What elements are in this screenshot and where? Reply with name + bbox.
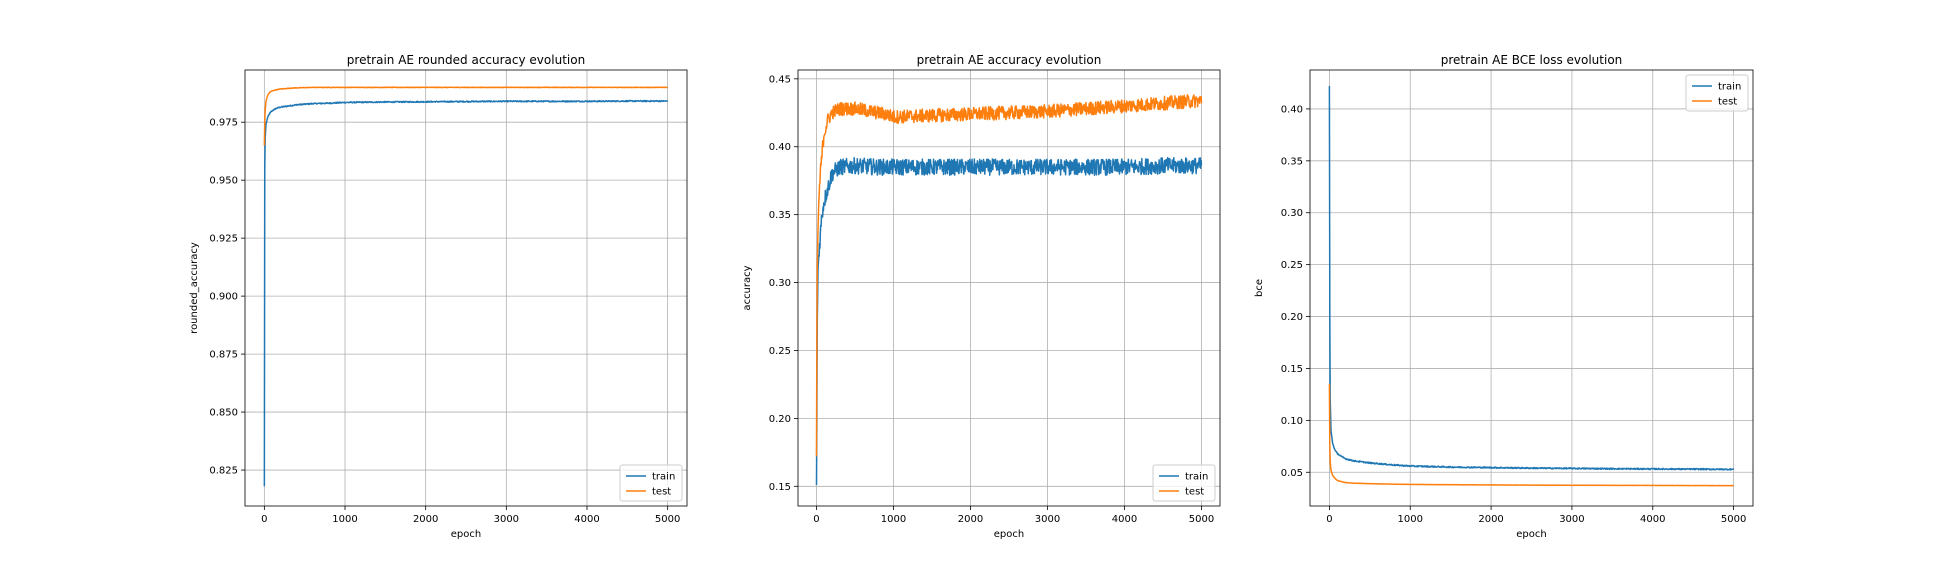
x-tick-label: 0 bbox=[261, 514, 267, 525]
y-tick-label: 0.45 bbox=[769, 74, 791, 85]
x-axis-label: epoch bbox=[451, 529, 481, 540]
x-tick-label: 3000 bbox=[494, 514, 519, 525]
x-tick-label: 0 bbox=[813, 514, 819, 525]
y-tick-label: 0.30 bbox=[1281, 208, 1303, 219]
x-axis-label: epoch bbox=[994, 529, 1024, 540]
y-tick-label: 0.30 bbox=[769, 278, 791, 289]
legend-box bbox=[619, 464, 683, 502]
chart-title: pretrain AE BCE loss evolution bbox=[1441, 53, 1623, 67]
y-axis-label: bce bbox=[1254, 279, 1265, 297]
series-line-train bbox=[1328, 86, 1735, 471]
y-tick-label: 0.875 bbox=[209, 350, 238, 361]
y-tick-label: 0.850 bbox=[209, 408, 238, 419]
x-tick-label: 4000 bbox=[1640, 514, 1665, 525]
y-tick-label: 0.20 bbox=[769, 414, 791, 425]
x-tick-label: 5000 bbox=[1189, 514, 1214, 525]
y-tick-label: 0.975 bbox=[209, 118, 238, 129]
series-line-train bbox=[263, 99, 669, 487]
y-tick-label: 0.40 bbox=[769, 142, 791, 153]
axes-frame bbox=[244, 69, 688, 507]
y-axis-label: rounded_accuracy bbox=[189, 242, 200, 334]
series-line-test bbox=[1328, 384, 1734, 487]
legend: train test bbox=[1685, 74, 1749, 112]
legend-label-test: test bbox=[1718, 97, 1737, 108]
y-tick-label: 0.40 bbox=[1281, 104, 1303, 115]
y-tick-label: 0.05 bbox=[1281, 468, 1303, 479]
y-tick-label: 0.10 bbox=[1281, 416, 1303, 427]
chart-3: 0 1000 2000 3000 4000 5000 0.05 0.10 0.15 0.20 0.2… bbox=[1254, 53, 1754, 540]
x-axis-label: epoch bbox=[1516, 529, 1546, 540]
legend-label-train: train bbox=[1185, 472, 1208, 483]
x-tick-label: 0 bbox=[1326, 514, 1332, 525]
legend-label-test: test bbox=[652, 487, 671, 498]
legend: train test bbox=[1152, 464, 1216, 502]
y-tick-label: 0.15 bbox=[1281, 364, 1303, 375]
chart-title: pretrain AE rounded accuracy evolution bbox=[347, 53, 585, 67]
y-tick-label: 0.25 bbox=[769, 346, 791, 357]
y-tick-label: 0.900 bbox=[209, 292, 238, 303]
axes-frame bbox=[1309, 69, 1754, 507]
legend-box bbox=[1152, 464, 1216, 502]
x-tick-label: 4000 bbox=[1112, 514, 1137, 525]
y-tick-label: 0.950 bbox=[209, 176, 238, 187]
y-tick-label: 0.35 bbox=[769, 210, 791, 221]
chart-2: 0 1000 2000 3000 4000 5000 0.15 0.20 0.25 0.30 0.3… bbox=[742, 53, 1221, 540]
x-tick-label: 1000 bbox=[881, 514, 906, 525]
x-tick-label: 3000 bbox=[1559, 514, 1584, 525]
chart-title: pretrain AE accuracy evolution bbox=[917, 53, 1102, 67]
legend-label-train: train bbox=[1718, 82, 1741, 93]
x-tick-label: 3000 bbox=[1035, 514, 1060, 525]
series-line-test bbox=[815, 94, 1203, 457]
legend: train test bbox=[619, 464, 683, 502]
y-axis-label: accuracy bbox=[742, 265, 753, 310]
legend-box bbox=[1685, 74, 1749, 112]
x-tick-label: 2000 bbox=[413, 514, 438, 525]
x-tick-label: 4000 bbox=[574, 514, 599, 525]
x-tick-label: 5000 bbox=[1721, 514, 1746, 525]
y-tick-label: 0.925 bbox=[209, 234, 238, 245]
series-line-test bbox=[263, 86, 668, 146]
series-line-train bbox=[815, 156, 1203, 485]
legend-label-test: test bbox=[1185, 487, 1204, 498]
y-tick-label: 0.35 bbox=[1281, 156, 1303, 167]
legend-label-train: train bbox=[652, 472, 675, 483]
x-tick-label: 1000 bbox=[332, 514, 357, 525]
y-tick-label: 0.20 bbox=[1281, 312, 1303, 323]
x-tick-label: 2000 bbox=[1478, 514, 1503, 525]
y-tick-label: 0.15 bbox=[769, 482, 791, 493]
y-tick-label: 0.25 bbox=[1281, 260, 1303, 271]
chart-1: 0 1000 2000 3000 4000 5000 0.825 0.850 0.875 0.90… bbox=[189, 53, 688, 540]
x-tick-label: 1000 bbox=[1398, 514, 1423, 525]
x-tick-label: 5000 bbox=[655, 514, 680, 525]
x-tick-label: 2000 bbox=[958, 514, 983, 525]
y-tick-label: 0.825 bbox=[209, 466, 238, 477]
axes-frame bbox=[797, 69, 1221, 507]
